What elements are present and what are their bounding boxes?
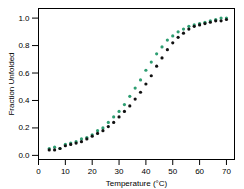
svg-text:50: 50 <box>168 167 177 176</box>
svg-text:20: 20 <box>88 167 97 176</box>
svg-text:0.8: 0.8 <box>18 41 30 50</box>
svg-text:0.6: 0.6 <box>18 69 30 78</box>
svg-text:0.0: 0.0 <box>18 151 30 160</box>
svg-text:0.4: 0.4 <box>18 96 30 105</box>
svg-text:40: 40 <box>141 167 150 176</box>
svg-text:Fraction Unfolded: Fraction Unfolded <box>7 52 16 115</box>
svg-text:70: 70 <box>222 167 231 176</box>
svg-text:0: 0 <box>36 167 41 176</box>
svg-text:1.0: 1.0 <box>18 14 30 23</box>
svg-text:Temperature (°C): Temperature (°C) <box>106 179 168 188</box>
svg-text:60: 60 <box>195 167 204 176</box>
svg-text:0.2: 0.2 <box>18 123 30 132</box>
svg-text:10: 10 <box>61 167 70 176</box>
svg-text:30: 30 <box>115 167 124 176</box>
